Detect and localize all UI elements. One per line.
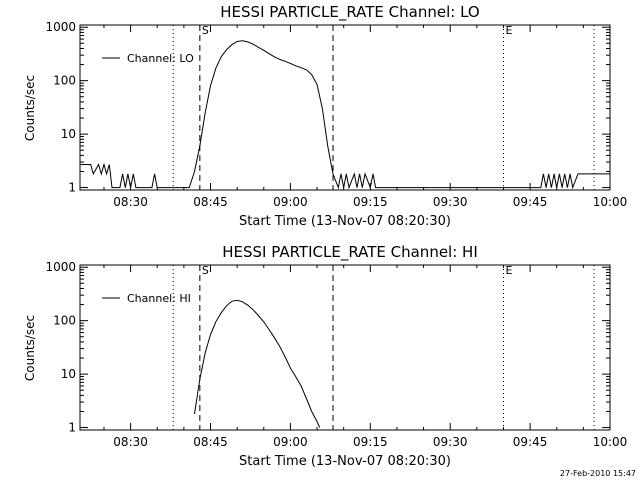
panel-lo-title: HESSI PARTICLE_RATE Channel: LO [220, 3, 479, 22]
panel1-ytick-label: 1 [68, 421, 76, 435]
panel1-xtick-label: 09:00 [273, 435, 308, 449]
panel1-xtick-label: 10:00 [593, 435, 628, 449]
panel0-xtick-label: 08:30 [113, 195, 148, 209]
panel0-xtick-label: 09:15 [353, 195, 388, 209]
panel0-marker-label: S [202, 24, 209, 37]
panel-hi-legend-label: Channel: HI [127, 292, 191, 305]
panel0-xtick-label: 09:30 [433, 195, 468, 209]
panel0-ytick-label: 1 [68, 181, 76, 195]
panel1-plot-frame [79, 264, 611, 431]
panel0-marker-label: E [505, 24, 512, 37]
panel0-xtick-label: 09:45 [513, 195, 548, 209]
panel1-ytick-label: 100 [53, 314, 76, 328]
panel-lo-ylabel: Counts/sec [23, 75, 37, 141]
panel1-xtick-label: 09:30 [433, 435, 468, 449]
panel-hi-ylabel: Counts/sec [23, 315, 37, 381]
panel-hi-xlabel: Start Time (13-Nov-07 08:20:30) [239, 454, 451, 469]
panel1-series-line [194, 299, 321, 428]
panel0-ytick-label: 100 [53, 74, 76, 88]
panel-lo: HESSI PARTICLE_RATE Channel: LO Start Ti… [23, 3, 627, 229]
panel-lo-legend-label: Channel: LO [127, 52, 194, 65]
panel0-series-line [80, 40, 610, 190]
panel1-marker-label: E [505, 264, 512, 277]
panel1-xtick-label: 09:45 [513, 435, 548, 449]
panel0-xtick-label: 09:00 [273, 195, 308, 209]
panel1-ytick-label: 10 [61, 367, 76, 381]
panel0-xtick-label: 10:00 [593, 195, 628, 209]
panel-hi-title: HESSI PARTICLE_RATE Channel: HI [222, 243, 478, 262]
panel-hi: HESSI PARTICLE_RATE Channel: HI Start Ti… [23, 243, 627, 469]
panel1-marker-label: S [202, 264, 209, 277]
panel1-xtick-label: 09:15 [353, 435, 388, 449]
panel1-xtick-label: 08:30 [113, 435, 148, 449]
panel1-ytick-label: 1000 [45, 260, 76, 274]
footer-timestamp: 27-Feb-2010 15:47 [560, 469, 636, 478]
panel0-xtick-label: 08:45 [193, 195, 228, 209]
panel0-ytick-label: 10 [61, 127, 76, 141]
panel-lo-xlabel: Start Time (13-Nov-07 08:20:30) [239, 214, 451, 229]
panel1-xtick-label: 08:45 [193, 435, 228, 449]
panel0-plot-frame [79, 24, 611, 191]
panel0-ytick-label: 1000 [45, 20, 76, 34]
